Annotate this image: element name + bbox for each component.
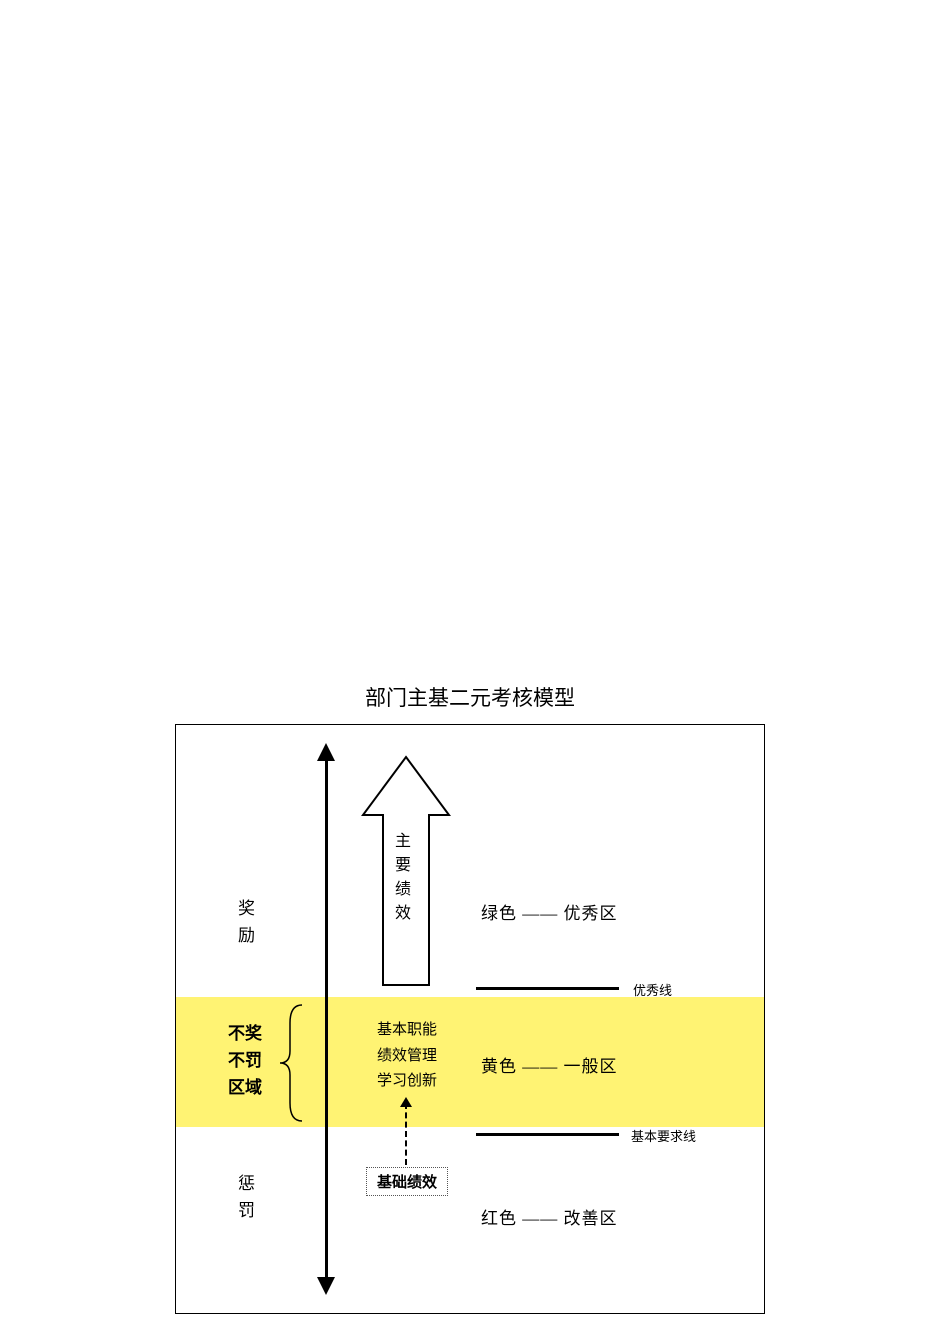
center-line-1: 绩效管理	[364, 1044, 450, 1070]
center-box: 基本职能 绩效管理 学习创新	[364, 1018, 450, 1095]
center-line-0: 基本职能	[364, 1018, 450, 1044]
dashed-arrow-head-icon	[400, 1097, 412, 1107]
diagram-container: 部门主基二元考核模型 主要绩效 奖励 不奖不罚区域 惩罚 基本职能	[175, 682, 765, 1312]
zone-red-label: 红色 —— 改善区	[481, 1205, 618, 1232]
diagram-title: 部门主基二元考核模型	[175, 682, 765, 712]
threshold-label-bottom: 基本要求线	[631, 1126, 696, 1145]
threshold-line-bottom	[476, 1133, 619, 1136]
dashed-arrow-line	[405, 1103, 407, 1165]
left-label-neutral: 不奖不罚区域	[228, 1020, 268, 1102]
axis-line	[325, 757, 328, 1281]
threshold-line-top	[476, 987, 619, 990]
zone-yellow-label: 黄色 —— 一般区	[481, 1053, 618, 1080]
center-line-2: 学习创新	[364, 1069, 450, 1095]
base-box: 基础绩效	[366, 1167, 448, 1196]
big-arrow-label: 主要绩效	[394, 830, 412, 926]
zone-green-label: 绿色 —— 优秀区	[481, 900, 618, 927]
left-label-reward: 奖励	[238, 895, 258, 949]
left-label-punish: 惩罚	[238, 1170, 258, 1224]
curly-brace-icon	[276, 1003, 306, 1123]
threshold-label-top: 优秀线	[633, 980, 672, 999]
arrow-down-icon	[317, 1277, 335, 1295]
diagram-box: 主要绩效 奖励 不奖不罚区域 惩罚 基本职能 绩效管理 学习创新 基础绩效 绿色…	[175, 724, 765, 1314]
